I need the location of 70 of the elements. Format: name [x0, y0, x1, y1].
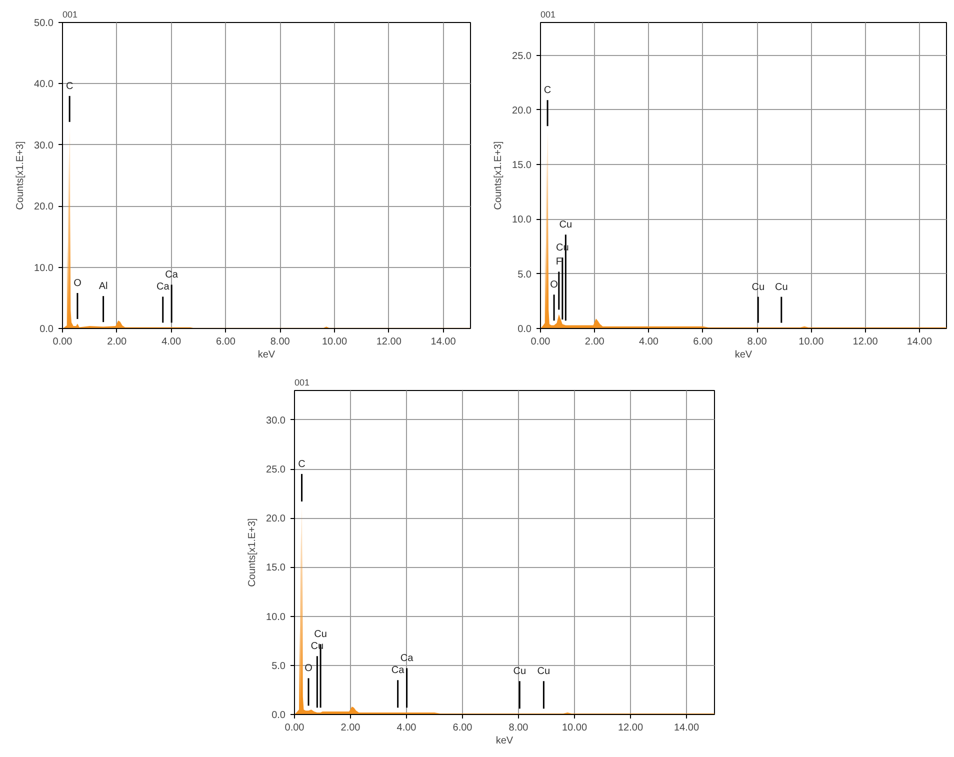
x-tick-label: 2.00 — [340, 722, 361, 734]
y-tick-label: 0.0 — [518, 324, 532, 335]
x-tick-label: 8.00 — [270, 336, 290, 348]
annotation: Cu — [537, 666, 550, 678]
x-tick-label: 6.00 — [452, 722, 473, 734]
y-tick-label: 20.0 — [34, 202, 54, 213]
y-tick-label: 40.0 — [34, 79, 54, 90]
annotation: Ca — [165, 270, 178, 281]
x-axis-title: keV — [496, 736, 514, 746]
x-tick-label: 0.00 — [530, 336, 551, 348]
annotation: Al — [98, 281, 108, 292]
annotation: Cu — [559, 220, 572, 231]
annotation: F — [556, 256, 562, 268]
x-tick-label: 8.00 — [508, 722, 529, 734]
x-tick-label: 2.00 — [584, 336, 605, 348]
x-tick-label: 8.00 — [747, 336, 768, 348]
annotation: O — [550, 280, 558, 291]
annotation: Cu — [752, 282, 765, 293]
y-tick-label: 0.0 — [40, 324, 54, 335]
annotation: C — [66, 80, 74, 92]
y-tick-label: 20.0 — [266, 514, 286, 525]
x-tick-label: 2.00 — [107, 336, 128, 348]
x-tick-label: 0.00 — [284, 722, 305, 734]
x-tick-label: 12.00 — [618, 722, 644, 734]
x-tick-label: 12.00 — [376, 336, 402, 348]
x-axis-title: keV — [734, 350, 752, 360]
y-tick-label: 20.0 — [512, 105, 532, 116]
y-tick-label: 5.0 — [518, 269, 532, 280]
x-tick-label: 0.00 — [52, 336, 73, 348]
y-tick-label: 15.0 — [266, 562, 286, 574]
x-tick-label: 10.00 — [562, 722, 588, 734]
y-tick-label: 10.0 — [266, 612, 286, 623]
annotation: Cu — [314, 629, 327, 640]
y-tick-label: 50.0 — [34, 18, 54, 29]
y-axis-title: Counts[x1.E+3] — [15, 140, 26, 210]
y-tick-label: 10.0 — [512, 214, 532, 226]
annotation: Ca — [400, 653, 414, 664]
y-tick-label: 0.0 — [272, 710, 286, 721]
x-tick-label: 6.00 — [693, 336, 714, 348]
annotation: Ca — [391, 665, 405, 676]
x-tick-label: 6.00 — [216, 336, 236, 348]
annotation: O — [74, 278, 82, 290]
y-tick-label: 5.0 — [272, 660, 286, 672]
y-axis-title: Counts[x1.E+3] — [493, 140, 504, 210]
x-tick-label: 14.00 — [674, 722, 700, 734]
chart-title: 001 — [540, 10, 556, 20]
x-tick-label: 4.00 — [639, 336, 659, 348]
chart-title: 001 — [294, 378, 310, 388]
y-tick-label: 10.0 — [34, 262, 54, 274]
x-tick-label: 14.00 — [906, 336, 932, 348]
y-tick-label: 15.0 — [512, 160, 532, 172]
annotation: C — [298, 458, 306, 470]
y-tick-label: 25.0 — [512, 50, 532, 62]
y-tick-label: 25.0 — [266, 464, 286, 476]
y-tick-label: 30.0 — [266, 415, 286, 426]
chart-title: 001 — [62, 10, 78, 20]
annotation: O — [304, 663, 313, 674]
annotation: C — [544, 85, 552, 96]
y-tick-label: 30.0 — [34, 140, 54, 152]
x-tick-label: 4.00 — [162, 336, 182, 348]
annotation: Ca — [156, 282, 170, 293]
annotation: Cu — [775, 282, 788, 293]
annotation: Cu — [513, 666, 526, 678]
x-tick-label: 4.00 — [396, 722, 417, 734]
x-tick-label: 10.00 — [322, 336, 348, 348]
x-axis-title: keV — [258, 350, 276, 360]
x-tick-label: 12.00 — [852, 336, 878, 348]
x-tick-label: 14.00 — [430, 336, 456, 348]
x-tick-label: 10.00 — [798, 336, 824, 348]
y-axis-title: Counts[x1.E+3] — [247, 518, 258, 587]
